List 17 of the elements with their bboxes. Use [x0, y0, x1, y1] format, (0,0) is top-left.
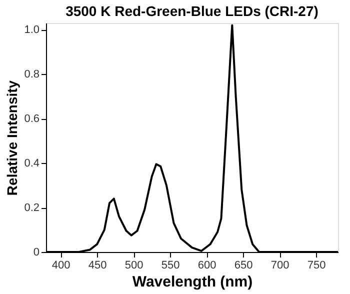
y-tick-label: 0.8	[24, 68, 40, 81]
y-tick-label: 1.0	[24, 24, 40, 36]
x-tick-label: 550	[161, 260, 180, 272]
y-tick-label: 0	[33, 246, 40, 258]
x-tick-label: 450	[88, 260, 107, 272]
y-tick-label: 0.2	[24, 202, 40, 214]
x-axis-title: Wavelength (nm)	[132, 274, 253, 290]
x-tick-label: 750	[307, 260, 326, 272]
chart-title: 3500 K Red-Green-Blue LEDs (CRI-27)	[66, 3, 318, 19]
x-tick-label: 600	[198, 260, 216, 272]
x-tick-label: 500	[124, 260, 144, 272]
x-tick-label: 650	[234, 260, 253, 272]
x-tick-label: 700	[270, 260, 290, 272]
y-tick-label: 0.6	[24, 113, 40, 126]
y-axis-title: Relative Intensity	[4, 80, 20, 196]
y-tick-label: 0.4	[24, 158, 40, 170]
x-tick-label: 400	[52, 260, 70, 272]
